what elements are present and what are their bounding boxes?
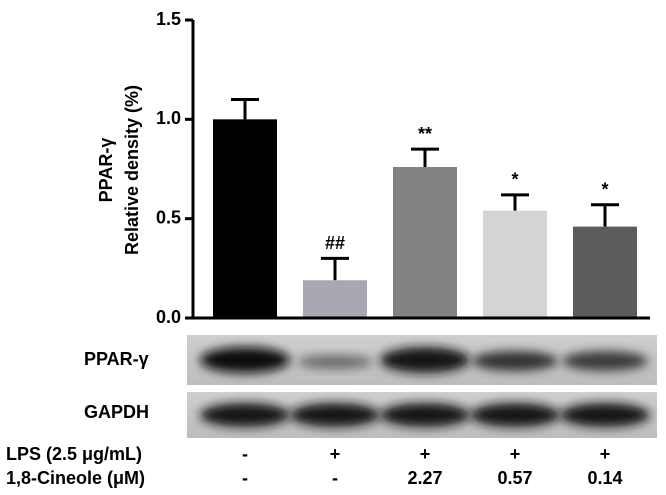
y-tick-label: 1.5: [156, 9, 181, 29]
bar: [303, 280, 367, 318]
treatment-value: -: [332, 468, 338, 488]
treatment-value: +: [510, 444, 521, 464]
bar: [213, 119, 277, 318]
treatment-label: 1,8-Cineole (μM): [6, 468, 145, 488]
y-axis-title: PPAR-γ: [96, 138, 116, 203]
y-tick-label: 1.0: [156, 108, 181, 128]
treatment-value: -: [242, 468, 248, 488]
treatment-value: 0.57: [497, 468, 532, 488]
y-tick-label: 0.0: [156, 307, 181, 327]
bar: [573, 226, 637, 318]
treatment-value: +: [420, 444, 431, 464]
significance-label: *: [601, 180, 608, 200]
blot-label: PPAR-γ: [84, 349, 149, 369]
y-tick-label: 0.5: [156, 207, 181, 227]
bar: [483, 210, 547, 318]
blot-label: GAPDH: [84, 402, 149, 422]
treatment-value: 2.27: [407, 468, 442, 488]
significance-label: *: [511, 170, 518, 190]
significance-label: ##: [325, 233, 345, 253]
treatment-value: +: [600, 444, 611, 464]
treatment-value: -: [242, 444, 248, 464]
blot-ppar: [187, 335, 657, 385]
significance-label: **: [418, 124, 432, 144]
treatment-label: LPS (2.5 μg/mL): [6, 444, 142, 464]
treatment-value: +: [330, 444, 341, 464]
y-axis-label: Relative density (%): [122, 85, 142, 255]
bar: [393, 167, 457, 318]
blot-gapdh: [187, 392, 657, 438]
treatment-value: 0.14: [587, 468, 622, 488]
